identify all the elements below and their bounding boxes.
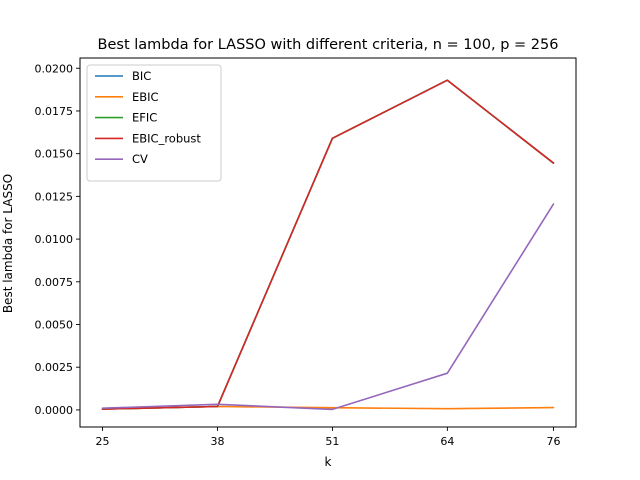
x-tick-label: 25 — [96, 435, 110, 448]
y-tick-label: 0.0150 — [35, 148, 74, 161]
series-line-cv — [101, 203, 555, 411]
y-axis-label: Best lambda for LASSO — [1, 174, 15, 313]
y-tick-label: 0.0050 — [35, 319, 74, 332]
legend-label: CV — [132, 152, 148, 166]
legend: BIC EBIC EFIC EBIC_robust CV — [86, 64, 222, 182]
x-tick-label: 51 — [325, 435, 339, 448]
x-tick-label: 64 — [440, 435, 454, 448]
y-axis: 0.0000 0.0025 0.0050 0.0075 0.0100 0.0125 0.01… — [35, 62, 80, 417]
y-tick-label: 0.0075 — [35, 276, 74, 289]
x-axis: 25 38 51 64 76 — [96, 427, 560, 448]
plot-frame — [79, 57, 577, 428]
y-tick-label: 0.0000 — [35, 404, 74, 417]
y-tick-label: 0.0175 — [35, 105, 74, 118]
legend-label: BIC — [132, 69, 151, 83]
legend-label: EBIC_robust — [132, 131, 201, 145]
legend-label: EBIC — [132, 90, 159, 104]
plot-lines — [101, 79, 555, 411]
chart-title: Best lambda for LASSO with different cri… — [98, 37, 559, 53]
x-tick-label: 38 — [210, 435, 224, 448]
legend-label: EFIC — [132, 111, 157, 125]
y-tick-label: 0.0025 — [35, 361, 74, 374]
legend-box — [86, 64, 222, 182]
y-tick-label: 0.0100 — [35, 233, 74, 246]
x-axis-label: k — [325, 455, 332, 469]
series-line-ebic-robust — [101, 79, 555, 410]
y-tick-label: 0.0200 — [35, 62, 74, 75]
x-tick-label: 76 — [546, 435, 560, 448]
y-tick-label: 0.0125 — [35, 190, 74, 203]
